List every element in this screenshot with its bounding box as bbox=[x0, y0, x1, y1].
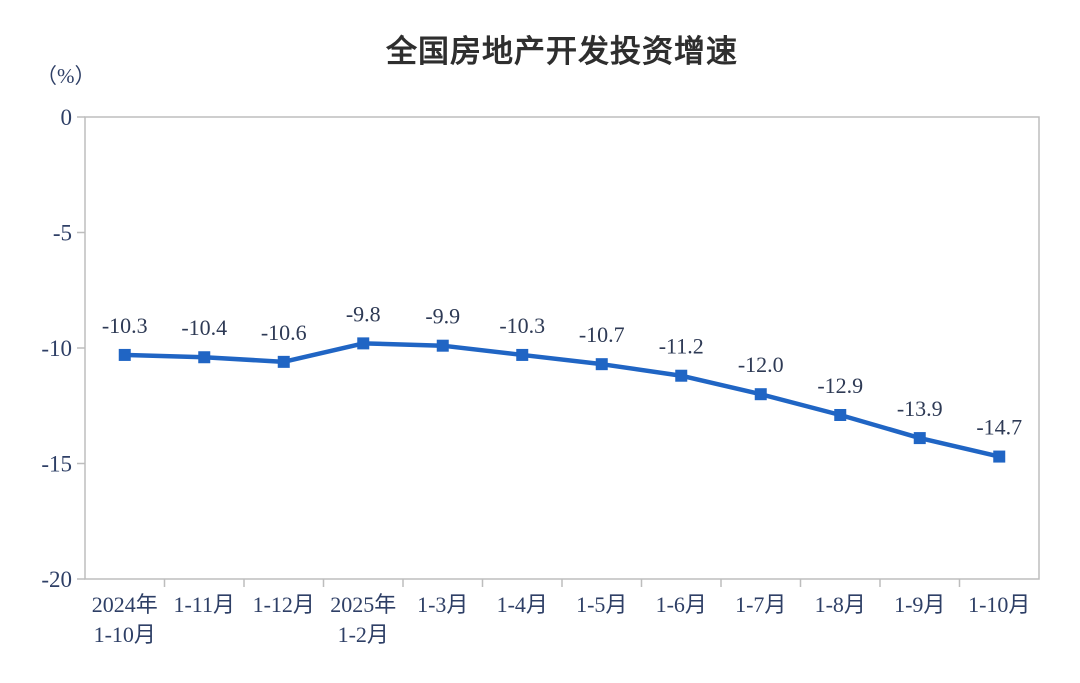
data-point-label: -10.3 bbox=[499, 313, 545, 338]
y-tick-label: 0 bbox=[61, 105, 73, 130]
data-point-marker bbox=[118, 348, 131, 361]
data-line bbox=[122, 341, 1002, 459]
chart-title: 全国房地产开发投资增速 bbox=[386, 34, 738, 69]
x-tick-label: 1-6月 bbox=[656, 592, 707, 617]
x-tick-label: 1-4月 bbox=[497, 592, 548, 617]
data-point-label: -10.3 bbox=[102, 313, 148, 338]
data-point-label: -12.0 bbox=[738, 352, 784, 377]
data-point-marker bbox=[993, 450, 1006, 463]
data-point-label: -13.9 bbox=[897, 396, 943, 421]
data-point-label: -9.9 bbox=[425, 304, 460, 329]
x-tick-label: 1-10月 bbox=[968, 592, 1030, 617]
x-tick-label: 1-5月 bbox=[576, 592, 627, 617]
data-point-label: -12.9 bbox=[817, 373, 863, 398]
data-point-marker bbox=[754, 388, 767, 401]
data-point-label: -14.7 bbox=[976, 415, 1022, 440]
x-tick-label: 2024年 1-10月 bbox=[92, 592, 158, 647]
x-tick-label: 1-7月 bbox=[735, 592, 786, 617]
x-tick-label: 1-11月 bbox=[173, 592, 235, 617]
data-point-marker bbox=[198, 351, 211, 364]
y-tick-label: -20 bbox=[41, 567, 72, 592]
data-point-marker bbox=[595, 358, 608, 371]
data-point-label: -9.8 bbox=[346, 301, 381, 326]
y-axis-unit-label: （%） bbox=[36, 64, 96, 88]
x-tick-label: 2025年 1-2月 bbox=[330, 592, 396, 647]
data-point-label: -10.7 bbox=[579, 322, 625, 347]
data-point-marker bbox=[436, 339, 449, 352]
x-tick-label: 1-12月 bbox=[253, 592, 315, 617]
data-point-marker bbox=[516, 348, 529, 361]
data-point-marker bbox=[357, 337, 370, 350]
data-point-label: -10.6 bbox=[261, 320, 307, 345]
x-tick-label: 1-8月 bbox=[815, 592, 866, 617]
data-point-marker bbox=[277, 355, 290, 368]
x-tick-label: 1-3月 bbox=[417, 592, 468, 617]
plot-area-frame bbox=[84, 116, 1040, 580]
data-point-marker bbox=[675, 369, 688, 382]
y-tick-label: -5 bbox=[53, 221, 72, 246]
data-point-label: -11.2 bbox=[659, 334, 704, 359]
x-tick-label: 1-9月 bbox=[894, 592, 945, 617]
data-point-label: -10.4 bbox=[181, 315, 227, 340]
y-tick-label: -10 bbox=[41, 336, 72, 361]
data-point-marker bbox=[913, 432, 926, 445]
y-tick-label: -15 bbox=[41, 452, 72, 477]
data-point-marker bbox=[834, 408, 847, 421]
